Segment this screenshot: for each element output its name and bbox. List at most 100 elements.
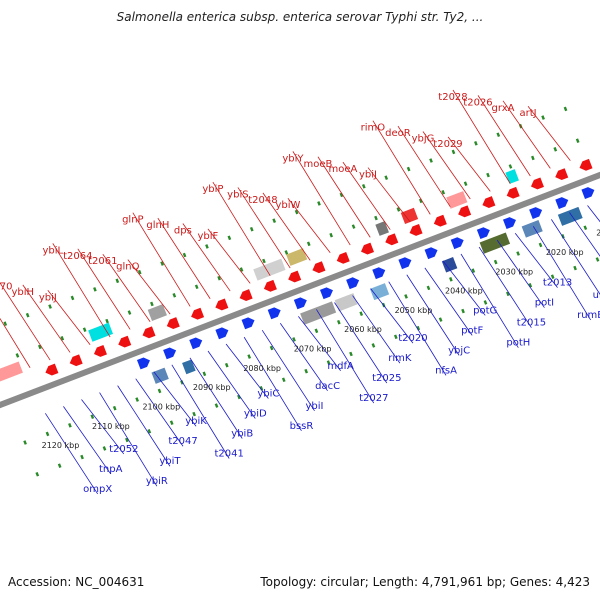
tick-mark [541, 115, 545, 120]
label-leader-line [47, 290, 91, 345]
forward-gene-arrow [293, 297, 307, 310]
forward-gene-arrow [555, 197, 569, 209]
feature-tracks-layer [0, 158, 595, 384]
tick-mark [483, 300, 488, 305]
forward-feature-box [369, 283, 390, 301]
gene-label: mdfA [327, 361, 354, 372]
tick-mark [583, 225, 588, 231]
tick-mark [508, 164, 513, 169]
gene-label: ybiC [257, 389, 279, 400]
label-leader-line [422, 131, 471, 200]
gene-label: t2026 [463, 97, 492, 108]
forward-gene-arrow [346, 277, 360, 290]
tick-mark [396, 207, 401, 212]
tick-mark [284, 250, 289, 255]
genome-stats-text: Topology: circular; Length: 4,791,961 bp… [260, 575, 590, 589]
map-title: Salmonella enterica subsp. enterica sero… [116, 10, 484, 24]
forward-gene-arrow [136, 357, 150, 370]
label-leader-line [367, 167, 411, 223]
label-leader-line [372, 120, 431, 215]
reverse-gene-arrow [45, 363, 59, 376]
tick-mark [259, 386, 264, 391]
gene-label: deoR [385, 128, 411, 139]
reverse-gene-arrow [336, 251, 350, 264]
reverse-gene-arrow [288, 270, 302, 283]
tick-mark [506, 291, 510, 297]
label-leader-line [292, 151, 351, 246]
tick-mark [48, 304, 52, 309]
label-leader-line [99, 392, 158, 487]
label-leader-line [279, 323, 328, 392]
reverse-gene-arrow [166, 317, 180, 329]
tick-mark [359, 311, 364, 316]
gene-label: rimO [361, 123, 386, 134]
forward-gene-arrow [529, 207, 543, 219]
label-leader-line [478, 246, 532, 328]
tick-mark [112, 405, 117, 411]
tick-mark [147, 429, 152, 434]
tick-mark [361, 183, 366, 189]
tick-mark [339, 192, 344, 198]
gene-label: t2052 [109, 444, 138, 455]
tick-mark [237, 394, 241, 400]
tick-mark [371, 343, 376, 348]
reverse-gene-arrow [482, 196, 496, 208]
tick-mark [304, 368, 309, 374]
gene-label: ybiB [231, 429, 253, 440]
tick-mark [486, 172, 490, 178]
tick-mark [404, 294, 408, 299]
kbp-label: 2100 kbp [142, 403, 180, 412]
gene-label: ompX [83, 484, 112, 495]
tick-mark [336, 319, 341, 325]
tick-mark [418, 198, 423, 204]
tick-mark [538, 242, 543, 248]
reverse-gene-arrow [215, 298, 229, 311]
tick-mark [82, 327, 87, 333]
gene-label: ybiP [202, 184, 223, 195]
tick-mark [169, 420, 174, 426]
reverse-gene-arrow [142, 326, 156, 339]
reverse-gene-arrow [579, 158, 593, 171]
label-leader-line [102, 253, 151, 322]
tick-mark [531, 155, 535, 161]
tick-mark [68, 423, 72, 428]
label-leader-line [388, 281, 447, 376]
tick-mark [60, 336, 65, 341]
gene-label: t2070 [0, 281, 12, 292]
gene-label: t2025 [372, 373, 401, 384]
forward-gene-arrow [241, 317, 255, 330]
tick-mark [192, 411, 196, 417]
tick-mark [205, 244, 209, 249]
forward-gene-arrow [502, 217, 516, 230]
gene-label: t2027 [359, 393, 388, 404]
label-leader-line [243, 336, 302, 432]
label-leader-line [171, 364, 230, 459]
reverse-gene-arrow [239, 289, 253, 302]
label-leader-line [237, 187, 291, 269]
label-leader-line [63, 406, 112, 475]
reverse-gene-arrow [312, 261, 326, 274]
label-leader-line [81, 399, 125, 455]
tick-mark [306, 241, 311, 247]
tick-mark [441, 189, 446, 195]
tick-mark [438, 317, 443, 322]
reverse-gene-arrow [361, 242, 375, 255]
label-leader-line [189, 357, 243, 439]
forward-feature-box [182, 359, 196, 375]
gene-label: dacC [315, 381, 340, 392]
gene-label: glnP [122, 215, 144, 226]
tick-mark [384, 175, 389, 180]
reverse-gene-arrow [458, 205, 472, 218]
tick-mark [349, 351, 353, 357]
gene-label: ulaA [593, 290, 600, 301]
gene-label: moeA [329, 164, 358, 175]
forward-gene-arrow [581, 187, 595, 199]
forward-feature-box [300, 301, 337, 325]
gene-label: t2064 [63, 251, 92, 262]
label-leader-line [298, 316, 341, 372]
tick-mark [224, 362, 229, 368]
label-leader-line [0, 317, 31, 368]
tick-mark [351, 224, 356, 229]
label-leader-line [117, 385, 171, 467]
